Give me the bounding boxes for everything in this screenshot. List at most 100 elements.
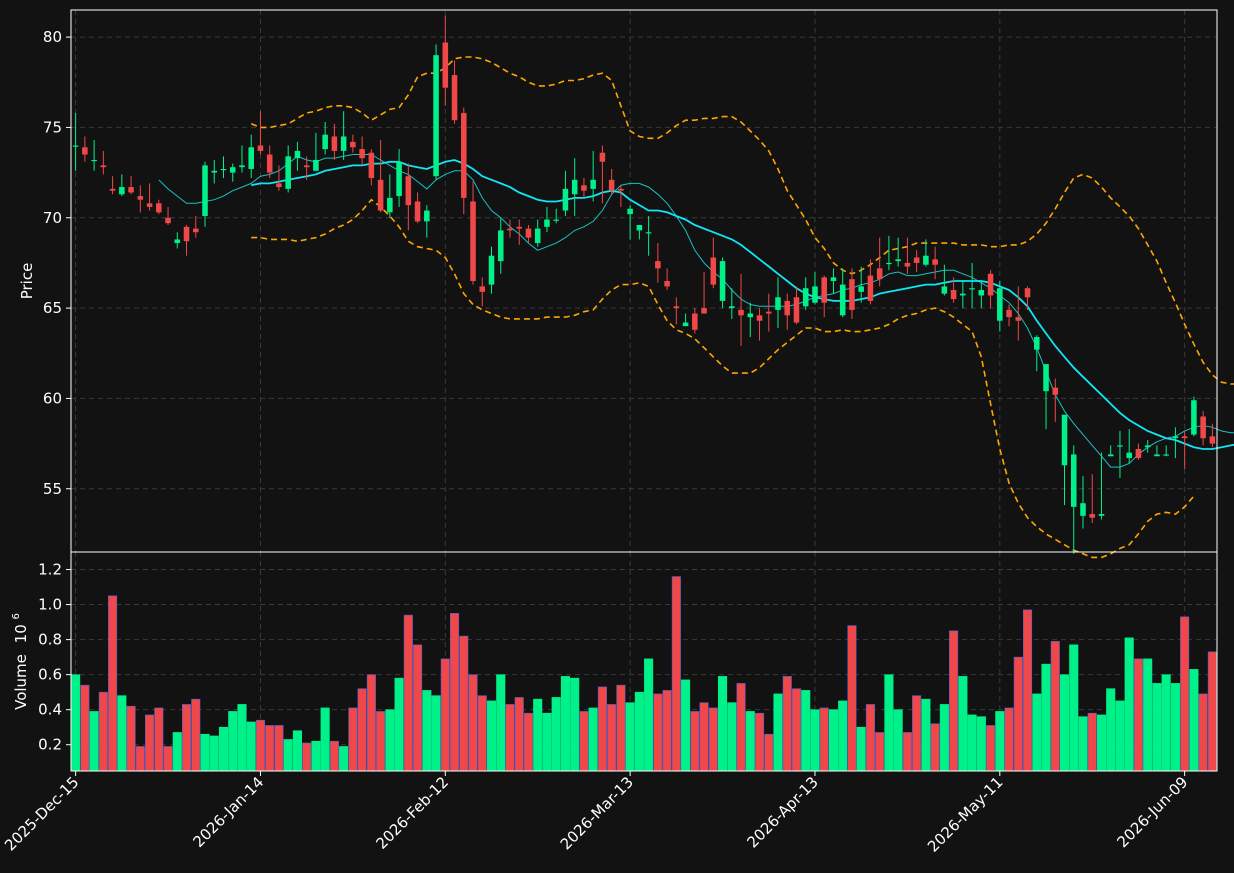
volume-bar — [1078, 716, 1088, 772]
volume-exponent-power: 6 — [11, 613, 22, 619]
volume-tick-label: 0.8 — [38, 631, 62, 649]
volume-bar — [810, 709, 820, 772]
volume-bar — [1087, 712, 1097, 772]
volume-bar — [939, 704, 949, 772]
volume-bars — [71, 576, 1217, 772]
volume-bar — [995, 711, 1005, 772]
volume-bar — [413, 644, 423, 772]
candle-body-up — [802, 288, 809, 307]
moving-averages — [158, 154, 1234, 468]
volume-bar — [514, 697, 524, 772]
candle-body-up — [294, 150, 301, 159]
candle-body-down — [156, 203, 162, 213]
candle-body-down — [331, 136, 338, 151]
candle-body-up — [202, 165, 208, 216]
volume-bar — [533, 698, 543, 772]
volume-bar — [986, 725, 996, 772]
candle-body-down — [1181, 436, 1188, 439]
candle-body-down — [303, 165, 310, 168]
candle-body-up — [1107, 454, 1114, 457]
volume-bar — [690, 711, 700, 772]
volume-bar — [579, 711, 589, 772]
volume-exponent-base: 10 — [12, 624, 30, 643]
candle-body-down — [405, 176, 412, 206]
volume-bar — [1032, 693, 1042, 772]
volume-bar — [902, 732, 912, 772]
candle-body-down — [1006, 309, 1012, 318]
candle-body-up — [229, 167, 236, 173]
volume-bar — [237, 704, 247, 772]
volume-bar — [597, 686, 607, 772]
volume-y-axis: 0.2 0.4 0.6 0.8 1.0 1.2 — [38, 561, 71, 754]
candle-body-up — [636, 224, 643, 231]
candle-body-down — [100, 165, 107, 168]
volume-bar — [154, 707, 164, 772]
volume-bar — [1069, 644, 1079, 772]
candle-body-up — [562, 188, 569, 211]
volume-bar — [570, 677, 580, 772]
volume-bar — [791, 688, 802, 772]
volume-bar — [468, 674, 478, 772]
candle-body-down — [987, 273, 994, 296]
volume-tick-label: 0.6 — [38, 666, 62, 684]
volume-bar — [865, 704, 875, 772]
volume-bar — [551, 697, 561, 772]
volume-bar — [89, 711, 99, 772]
candle-body-down — [183, 226, 190, 242]
candle-body-down — [461, 112, 467, 198]
volume-bar — [625, 702, 635, 772]
candle-body-up — [387, 197, 393, 213]
volume-bar — [847, 625, 857, 772]
volume-tick-label: 0.2 — [38, 736, 62, 754]
candle-body-down — [192, 228, 199, 233]
candle-body-down — [1089, 514, 1096, 518]
volume-bar — [773, 693, 783, 772]
price-tick-label: 65 — [43, 299, 62, 317]
volume-bar — [385, 709, 395, 772]
candle-body-down — [1135, 449, 1142, 459]
candle-body-up — [1172, 436, 1179, 439]
candle-body-down — [525, 228, 532, 238]
volume-bar — [200, 733, 210, 772]
volume-bar — [1115, 700, 1125, 772]
candle-body-up — [544, 219, 550, 227]
volume-bar — [1133, 658, 1143, 772]
volume-bar — [893, 709, 903, 772]
candle-body-up — [997, 288, 1003, 321]
candle-body-down — [673, 306, 680, 309]
candle-body-down — [618, 188, 624, 191]
volume-bar — [1050, 641, 1060, 772]
volume-bar — [1106, 688, 1116, 772]
candle-body-up — [220, 168, 227, 171]
volume-bar — [145, 714, 155, 772]
candle-body-up — [729, 306, 735, 309]
volume-bar — [607, 704, 617, 772]
candle-body-up — [1061, 414, 1068, 466]
volume-bar — [1152, 683, 1162, 772]
candle-body-down — [350, 141, 356, 148]
candle-body-up — [571, 179, 578, 195]
volume-bar — [930, 723, 940, 772]
price-axis-label: Price — [18, 263, 36, 300]
volume-bar — [523, 712, 534, 772]
candle-body-up — [1117, 445, 1123, 447]
volume-bar — [560, 676, 570, 772]
candle-body-down — [849, 279, 855, 310]
candle-body-down — [701, 308, 707, 314]
price-tick-label: 80 — [43, 28, 62, 46]
candle-body-down — [377, 179, 384, 211]
candle-body-up — [396, 161, 402, 197]
volume-bar — [108, 595, 118, 772]
volume-bar — [283, 739, 293, 772]
volume-bar — [422, 690, 432, 772]
volume-bar — [477, 695, 487, 772]
candle-body-up — [747, 313, 754, 318]
candle-body-down — [109, 188, 116, 191]
volume-bar — [117, 695, 127, 772]
volume-bar — [1096, 714, 1107, 772]
volume-bar — [949, 630, 959, 772]
volume-bar — [921, 698, 931, 772]
candle-body-down — [82, 147, 88, 155]
candle-body-up — [91, 159, 97, 162]
